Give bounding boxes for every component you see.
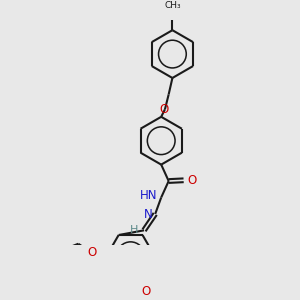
Text: HN: HN (140, 189, 158, 202)
Text: N: N (143, 208, 152, 221)
Text: H: H (130, 225, 138, 235)
Text: O: O (187, 174, 196, 187)
Text: O: O (141, 285, 150, 298)
Text: O: O (160, 103, 169, 116)
Text: O: O (87, 246, 96, 259)
Text: CH₃: CH₃ (164, 1, 181, 10)
